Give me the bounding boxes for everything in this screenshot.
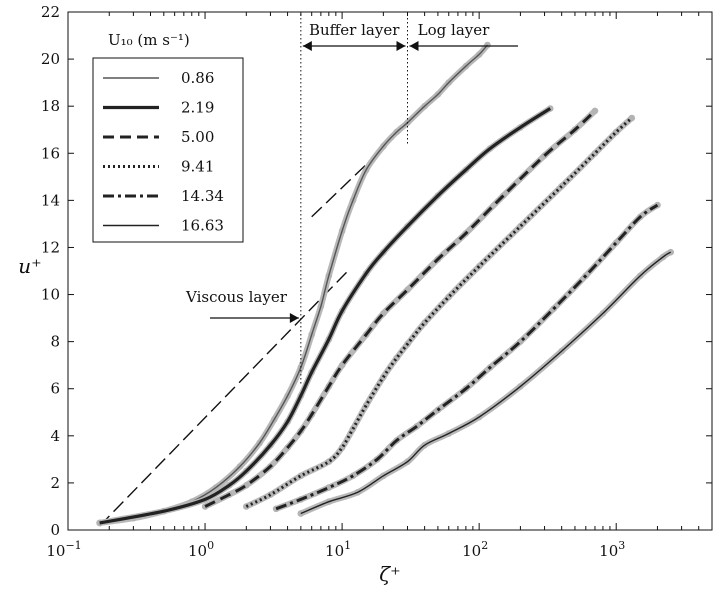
series-14.34	[272, 201, 661, 513]
series-line	[275, 203, 659, 511]
viscous-layer-label: Viscous layer	[185, 288, 288, 306]
y-axis-title: u⁺	[18, 254, 41, 278]
x-tick-label: 101	[325, 539, 351, 560]
buffer-arrowhead-left	[302, 41, 312, 51]
y-tick-label: 14	[41, 191, 60, 209]
data-point	[612, 239, 620, 246]
series-underlay	[202, 107, 598, 510]
data-point	[628, 114, 636, 122]
series-line	[99, 44, 489, 524]
y-tick-label: 0	[50, 521, 60, 539]
viscous-arrowhead	[289, 313, 299, 323]
data-point	[591, 107, 599, 115]
x-tick-label: 102	[462, 539, 488, 560]
log-layer-label: Log layer	[418, 21, 490, 39]
data-point	[338, 361, 346, 369]
y-tick-label: 12	[41, 238, 60, 256]
y-tick-label: 6	[50, 380, 60, 398]
plot-frame	[67, 11, 713, 531]
series-underlay	[243, 115, 635, 510]
series-line	[204, 109, 597, 508]
series-2.19	[96, 105, 554, 527]
y-tick-label: 4	[50, 427, 60, 445]
legend-entry-2.19: 2.19	[181, 99, 214, 117]
buffer-arrowhead-right	[396, 41, 406, 51]
x-tick-label: 10−1	[46, 539, 81, 560]
legend-entry-16.63: 16.63	[181, 217, 224, 235]
y-tick-label: 20	[41, 50, 60, 68]
y-tick-label: 22	[41, 3, 60, 21]
legend-box	[92, 57, 244, 243]
series-5.00	[201, 107, 599, 510]
data-point	[558, 182, 565, 190]
plot-border	[67, 11, 713, 531]
reference-lines	[99, 44, 488, 527]
buffer-layer-label: Buffer layer	[309, 21, 400, 39]
x-tick-label: 103	[599, 539, 625, 560]
y-tick-label: 2	[50, 474, 60, 492]
x-tick-label: 100	[188, 539, 214, 560]
data-point	[475, 263, 483, 270]
legend-title: U₁₀ (m s⁻¹)	[108, 31, 190, 49]
y-tick-label: 8	[50, 333, 60, 351]
axis-ticks: 0 2 4 6 8 10 12 14 16 18 20 22 10−1 100 101 102 103	[41, 3, 713, 560]
annotation-layer: Buffer layer Log layer Viscous layer	[185, 14, 518, 385]
series-9.41	[243, 114, 636, 510]
series-line	[99, 107, 552, 525]
series-line	[300, 251, 672, 515]
legend-entry-0.86: 0.86	[181, 69, 214, 87]
series-layer	[96, 41, 674, 527]
legend-entry-9.41: 9.41	[181, 158, 214, 176]
legend: U₁₀ (m s⁻¹) 0.86 2.19 5.00 9.41 14.34 16.63	[92, 31, 244, 243]
y-tick-label: 18	[41, 97, 60, 115]
y-tick-label: 16	[41, 144, 60, 162]
series-16.63	[297, 248, 674, 517]
legend-entry-5.00: 5.00	[181, 128, 214, 146]
series-line	[245, 116, 633, 508]
reference-line-log-fit	[311, 44, 488, 218]
legend-entry-14.34: 14.34	[181, 187, 224, 205]
x-axis-title: ζ⁺	[379, 562, 400, 586]
log-arrowhead	[409, 41, 419, 51]
y-tick-label: 10	[41, 286, 60, 304]
